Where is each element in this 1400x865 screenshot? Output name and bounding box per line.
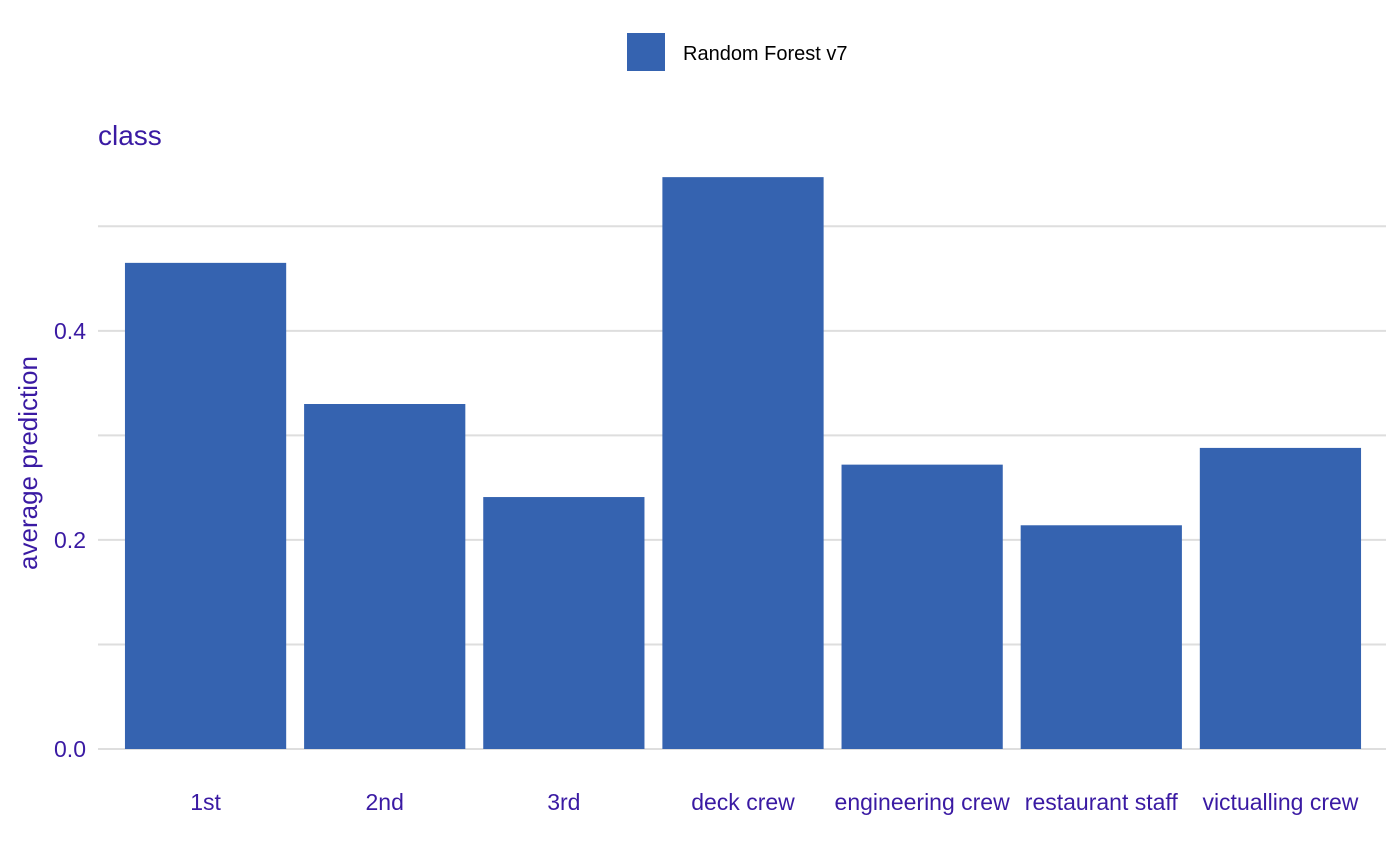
x-tick-label: victualling crew (1202, 789, 1358, 815)
x-tick-label: deck crew (691, 789, 795, 815)
x-tick-label: 3rd (547, 789, 580, 815)
y-tick-label: 0.2 (54, 527, 86, 553)
y-tick-label: 0.0 (54, 736, 86, 762)
bar (1020, 525, 1182, 749)
legend: Random Forest v7 (627, 33, 848, 71)
legend-swatch (627, 33, 665, 71)
bar (124, 262, 287, 749)
bar (304, 404, 466, 749)
bar (662, 177, 824, 750)
x-tick-label: restaurant staff (1025, 789, 1179, 815)
x-tick-label: engineering crew (835, 789, 1011, 815)
bar (1199, 447, 1362, 749)
bars (124, 177, 1362, 750)
x-axis-tick-labels: 1st 2nd 3rd deck crew engineering crew restau… (190, 789, 1359, 815)
y-axis-title: average prediction (13, 356, 43, 570)
x-tick-label: 2nd (366, 789, 404, 815)
facet-title: class (98, 120, 162, 151)
bar (483, 497, 645, 749)
x-tick-label: 1st (190, 789, 221, 815)
bar (841, 464, 1003, 749)
y-axis-tick-labels: 0.0 0.2 0.4 (54, 318, 86, 762)
y-tick-label: 0.4 (54, 318, 86, 344)
legend-label: Random Forest v7 (683, 43, 848, 65)
